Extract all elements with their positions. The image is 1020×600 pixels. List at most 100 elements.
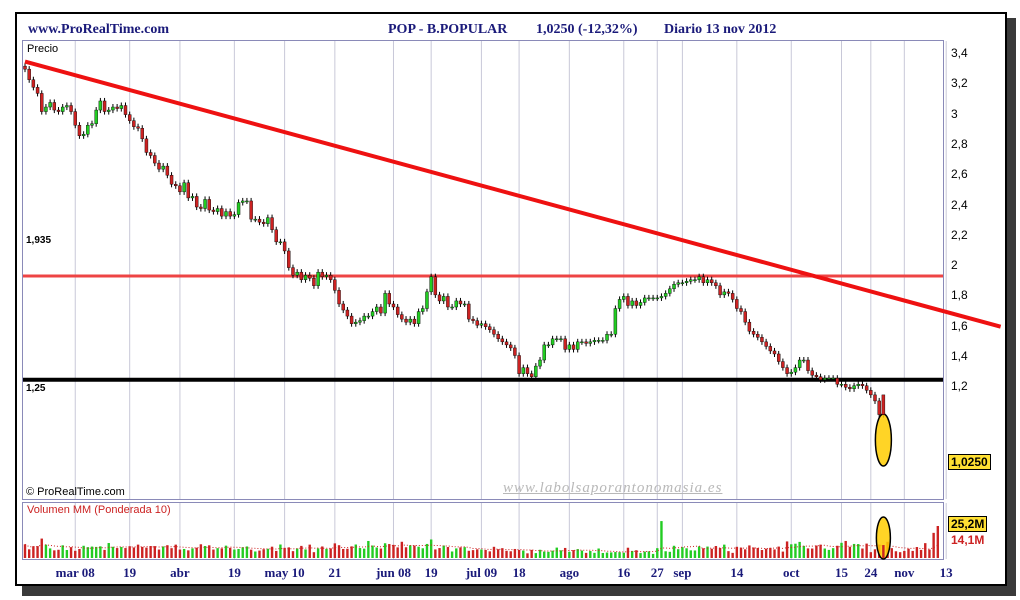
last-volume-bar	[882, 545, 885, 558]
candle-body	[797, 359, 802, 368]
volume-bar	[78, 548, 81, 558]
candle-body	[437, 294, 442, 302]
volume-bar	[651, 553, 655, 558]
candle-body	[521, 367, 525, 374]
candle-body	[169, 174, 174, 185]
volume-bar	[325, 548, 328, 558]
volume-bar	[44, 544, 48, 558]
volume-bar	[572, 550, 575, 558]
volume-bar	[672, 545, 676, 558]
volume-bar	[718, 547, 722, 558]
site-name[interactable]: www.ProRealTime.com	[28, 22, 170, 37]
last-volume-highlight	[875, 516, 892, 560]
candle-body	[789, 371, 793, 374]
watermark-link[interactable]: www.labolsaporantonomasia.es	[503, 480, 723, 496]
volume-bar	[312, 552, 316, 558]
x-tick-label: abr	[170, 565, 190, 580]
volume-bar	[777, 546, 780, 558]
volume-bar	[421, 548, 424, 558]
volume-bar	[702, 548, 705, 558]
last-candle-highlight	[874, 413, 893, 467]
x-tick-label: 19	[123, 565, 137, 580]
volume-bar	[903, 550, 906, 558]
candle-body	[806, 359, 810, 371]
volume-bar	[153, 546, 157, 558]
candle-body	[638, 302, 643, 306]
volume-bar	[40, 538, 43, 558]
volume-bar	[82, 545, 85, 558]
candle-body	[144, 138, 149, 153]
candle-body	[119, 105, 124, 109]
candle-body	[77, 125, 82, 137]
volume-bar	[710, 548, 713, 558]
volume-bar	[861, 548, 864, 558]
volume-bar	[61, 545, 64, 558]
volume-bar	[714, 546, 718, 558]
candle-body	[421, 308, 425, 312]
volume-bar	[810, 548, 814, 558]
volume-bar	[103, 549, 106, 558]
volume-bar	[266, 548, 270, 558]
candle-body	[400, 314, 404, 320]
volume-bar	[161, 546, 165, 558]
candle-body	[165, 165, 170, 176]
candle-body	[580, 341, 584, 344]
volume-bar	[300, 545, 303, 558]
candle-body	[86, 125, 90, 135]
candle-body	[308, 274, 312, 279]
volume-bar	[869, 552, 873, 558]
candle-body	[760, 337, 764, 343]
volume-bar	[467, 550, 471, 558]
candle-body	[261, 221, 266, 224]
candle-body	[387, 293, 391, 305]
candle-body	[161, 165, 165, 170]
y-tick-label: 2,4	[951, 197, 968, 212]
volume-bar	[890, 548, 893, 558]
candle-body	[735, 299, 739, 309]
candle-body	[525, 367, 530, 374]
volume-bar	[329, 548, 332, 558]
volume-bar	[342, 548, 345, 558]
candle-body	[843, 384, 848, 388]
volume-bar	[86, 547, 90, 558]
ticker-title: POP - B.POPULAR	[388, 22, 508, 37]
volume-ma-line	[24, 543, 939, 553]
candle-body	[634, 300, 639, 306]
volume-bar	[936, 526, 940, 558]
candle-body	[324, 274, 329, 277]
volume-bar	[584, 552, 588, 558]
candle-body	[546, 344, 551, 347]
x-tick-label: mar 08	[55, 565, 95, 580]
candle-body	[408, 318, 412, 323]
volume-bar	[145, 547, 148, 558]
candle-body	[52, 102, 57, 111]
candle-body	[245, 200, 249, 203]
candle-body	[659, 296, 664, 299]
volume-ma2-tag: 14,1M	[948, 532, 988, 548]
price-change: 1,0250 (-12,32%)	[536, 22, 638, 37]
x-tick-label: 14	[730, 565, 744, 580]
period-date: Diario 13 nov 2012	[664, 22, 777, 37]
volume-bar	[555, 547, 558, 558]
candle-body	[462, 303, 467, 306]
candle-body	[23, 65, 27, 70]
volume-bar	[589, 551, 592, 558]
volume-bar	[685, 548, 688, 558]
volume-bar	[388, 544, 391, 558]
volume-bar	[681, 547, 684, 558]
volume-bar	[748, 545, 751, 558]
x-tick-label: jun 08	[375, 565, 411, 580]
volume-bar	[647, 551, 651, 558]
volume-bar	[626, 547, 630, 558]
x-tick-label: jul 09	[465, 565, 498, 580]
volume-bar	[237, 548, 240, 558]
volume-bar	[279, 544, 282, 558]
candle-body	[718, 285, 722, 296]
y-tick-label: 1,4	[951, 349, 968, 363]
candle-body	[584, 341, 588, 344]
candle-body	[148, 152, 153, 156]
volume-bar	[898, 552, 902, 558]
candle-body	[630, 300, 634, 306]
volume-bar	[639, 553, 642, 558]
